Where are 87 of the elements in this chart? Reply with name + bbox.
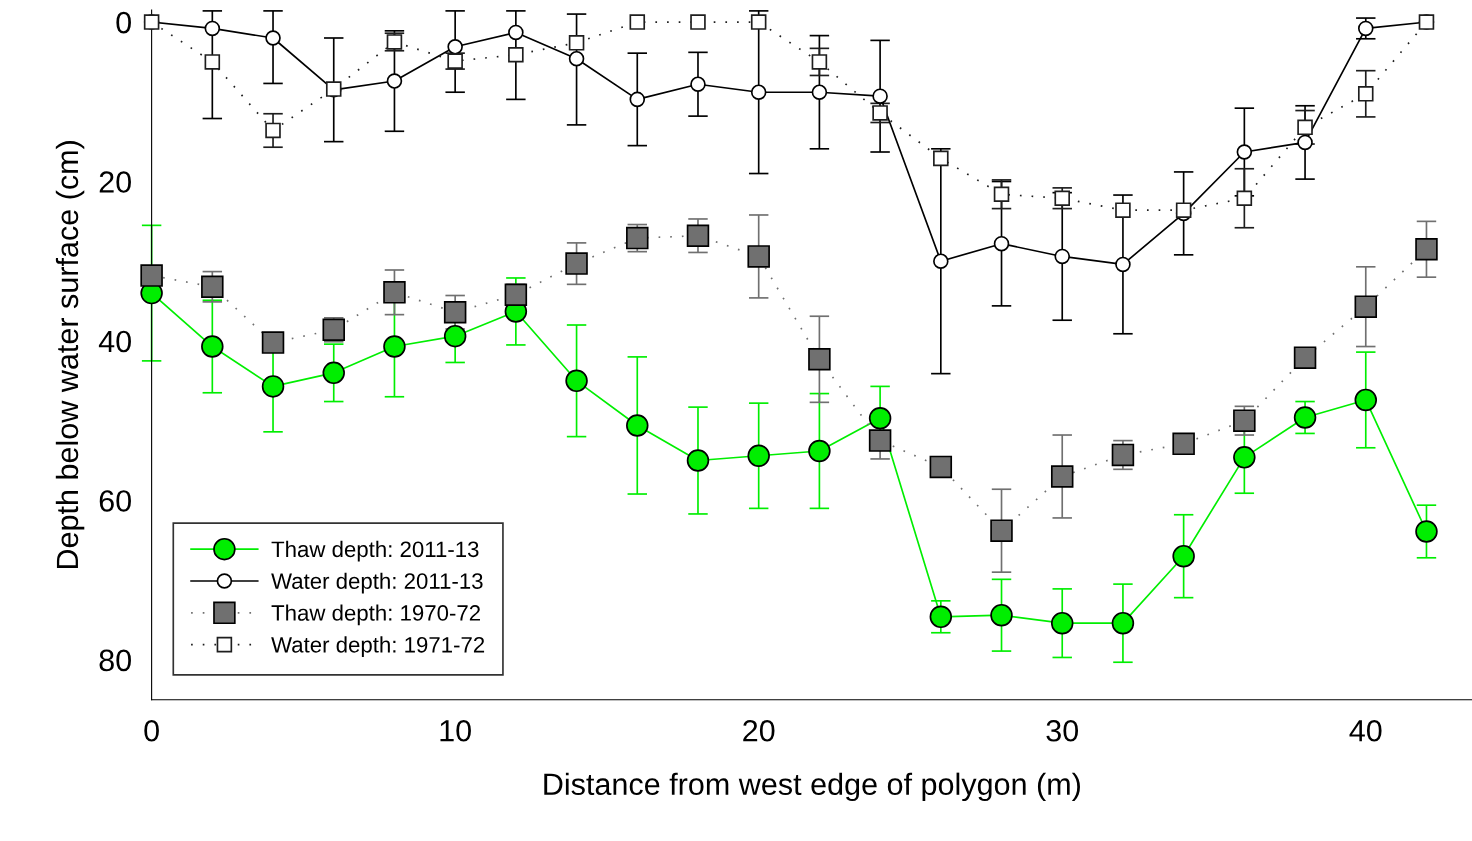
point: [1354, 295, 1378, 318]
y-axis-title: Depth below water surface (cm): [55, 141, 85, 569]
y-tick-label: 80: [99, 649, 131, 672]
point: [933, 150, 949, 167]
point: [508, 24, 524, 41]
point: [443, 300, 467, 324]
y-tick-label: 40: [98, 330, 131, 353]
point: [1111, 611, 1135, 635]
point: [868, 429, 892, 452]
point: [990, 603, 1013, 627]
point: [201, 335, 224, 358]
point: [383, 335, 406, 358]
point: [204, 54, 221, 70]
point: [1172, 544, 1195, 568]
point: [1172, 432, 1195, 456]
point: [201, 275, 224, 298]
y-tick-label: 0: [116, 11, 131, 34]
point: [1297, 119, 1313, 136]
point: [1050, 465, 1074, 488]
point: [933, 253, 949, 270]
point: [990, 519, 1013, 542]
point: [686, 224, 710, 247]
point: [443, 324, 467, 348]
point: [565, 252, 588, 275]
point: [629, 14, 646, 30]
y-tick-label: 20: [99, 171, 131, 193]
point: [1293, 346, 1317, 369]
point: [508, 46, 524, 63]
point: [1354, 388, 1378, 412]
point: [261, 375, 285, 398]
point: [747, 444, 770, 468]
point: [808, 439, 831, 463]
point: [1415, 520, 1438, 543]
x-tick-label: 30: [1046, 719, 1079, 742]
point: [1233, 446, 1256, 469]
point: [261, 331, 285, 354]
x-tick-label: 10: [440, 719, 471, 742]
point: [565, 369, 588, 393]
point: [872, 88, 888, 104]
x-tick-label: 20: [743, 719, 775, 742]
point: [1357, 86, 1374, 102]
point: [993, 186, 1010, 203]
legend-label: Water depth: 1971-72: [271, 636, 485, 658]
point: [140, 264, 163, 287]
point: [811, 84, 828, 100]
point: [690, 76, 706, 93]
point: [929, 455, 953, 479]
point: [322, 361, 345, 385]
point: [386, 34, 403, 50]
point: [204, 20, 221, 37]
point: [929, 605, 953, 629]
point: [690, 14, 706, 30]
legend-label: Thaw depth: 2011-13: [271, 540, 479, 562]
point: [629, 91, 646, 108]
point: [808, 348, 831, 371]
x-axis-title: Distance from west edge of polygon (m): [544, 772, 1080, 802]
point: [1293, 406, 1317, 429]
point: [686, 449, 710, 472]
point: [568, 34, 585, 51]
point: [1115, 256, 1131, 273]
point: [386, 73, 403, 89]
point: [868, 407, 892, 430]
point: [1236, 190, 1253, 207]
point: [1054, 248, 1071, 265]
point: [993, 235, 1010, 252]
x-tick-label: 0: [144, 719, 159, 742]
point: [265, 30, 281, 46]
point: [750, 14, 767, 30]
legend-label: Thaw depth: 1970-72: [271, 604, 480, 626]
point: [1297, 134, 1313, 151]
point: [1236, 144, 1253, 160]
point: [747, 245, 770, 268]
point: [265, 122, 281, 139]
point: [568, 50, 585, 67]
point: [447, 38, 463, 55]
point: [626, 414, 649, 437]
point: [383, 281, 406, 304]
point: [750, 84, 767, 100]
point: [811, 54, 828, 70]
legend-label: Water depth: 2011-13: [271, 572, 483, 594]
y-tick-label: 60: [99, 490, 131, 512]
point: [1415, 238, 1438, 261]
point: [1175, 202, 1192, 218]
x-tick-label: 40: [1349, 719, 1382, 742]
point: [504, 283, 528, 306]
point: [1050, 611, 1074, 635]
point: [1115, 202, 1131, 218]
